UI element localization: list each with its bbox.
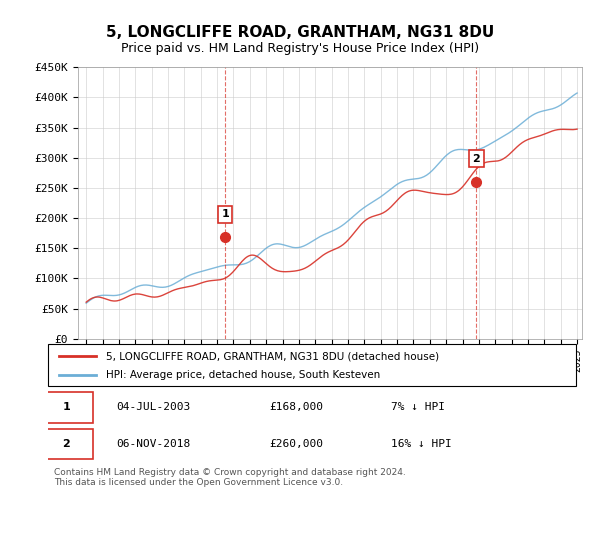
Text: £168,000: £168,000 <box>270 403 324 412</box>
Text: £260,000: £260,000 <box>270 439 324 449</box>
Text: 06-NOV-2018: 06-NOV-2018 <box>116 439 191 449</box>
Text: 04-JUL-2003: 04-JUL-2003 <box>116 403 191 412</box>
Text: 16% ↓ HPI: 16% ↓ HPI <box>391 439 452 449</box>
Text: 7% ↓ HPI: 7% ↓ HPI <box>391 403 445 412</box>
Text: HPI: Average price, detached house, South Kesteven: HPI: Average price, detached house, Sout… <box>106 370 380 380</box>
FancyBboxPatch shape <box>40 428 93 459</box>
Text: 2: 2 <box>473 154 481 164</box>
Text: 5, LONGCLIFFE ROAD, GRANTHAM, NG31 8DU: 5, LONGCLIFFE ROAD, GRANTHAM, NG31 8DU <box>106 25 494 40</box>
Text: Contains HM Land Registry data © Crown copyright and database right 2024.
This d: Contains HM Land Registry data © Crown c… <box>54 468 406 487</box>
FancyBboxPatch shape <box>48 344 576 386</box>
Text: 1: 1 <box>221 209 229 220</box>
FancyBboxPatch shape <box>40 392 93 423</box>
Text: 5, LONGCLIFFE ROAD, GRANTHAM, NG31 8DU (detached house): 5, LONGCLIFFE ROAD, GRANTHAM, NG31 8DU (… <box>106 351 439 361</box>
Text: 2: 2 <box>62 439 70 449</box>
Text: Price paid vs. HM Land Registry's House Price Index (HPI): Price paid vs. HM Land Registry's House … <box>121 42 479 55</box>
Text: 1: 1 <box>62 403 70 412</box>
